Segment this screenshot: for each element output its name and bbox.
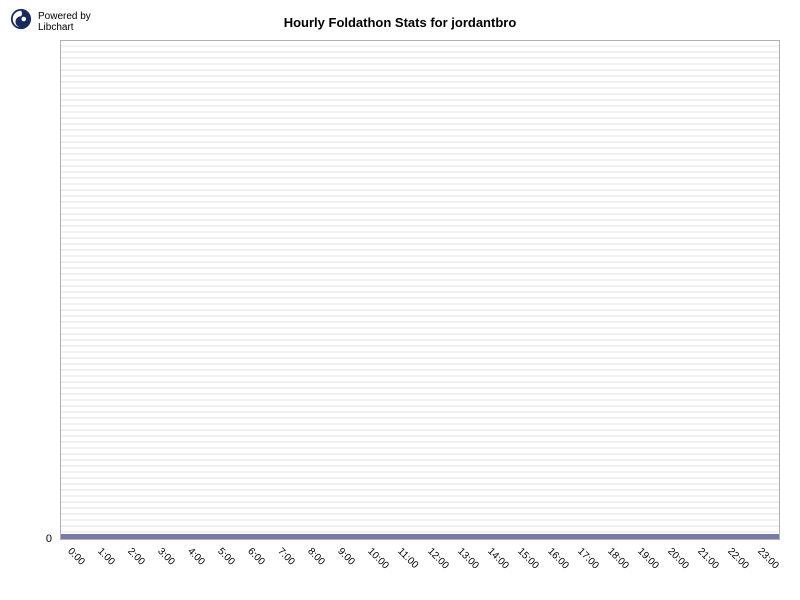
x-tick-label: 2:00 — [125, 546, 147, 568]
x-tick-label: 4:00 — [185, 546, 207, 568]
x-tick-label: 13:00 — [455, 546, 480, 571]
x-tick-label: 1:00 — [95, 546, 117, 568]
x-tick-label: 23:00 — [755, 546, 780, 571]
chart-container: Powered by Libchart Hourly Foldathon Sta… — [0, 0, 800, 600]
plot-svg — [60, 40, 780, 540]
x-tick-label: 14:00 — [485, 546, 510, 571]
x-tick-label: 19:00 — [635, 546, 660, 571]
x-tick-label: 16:00 — [545, 546, 570, 571]
x-tick-label: 9:00 — [335, 546, 357, 568]
x-tick-label: 15:00 — [515, 546, 540, 571]
x-tick-label: 20:00 — [665, 546, 690, 571]
x-tick-label: 18:00 — [605, 546, 630, 571]
x-tick-label: 5:00 — [215, 546, 237, 568]
x-tick-label: 6:00 — [245, 546, 267, 568]
x-tick-label: 12:00 — [425, 546, 450, 571]
x-tick-label: 3:00 — [155, 546, 177, 568]
x-tick-label: 21:00 — [695, 546, 720, 571]
plot-area — [60, 40, 780, 540]
x-tick-label: 17:00 — [575, 546, 600, 571]
x-tick-label: 7:00 — [275, 546, 297, 568]
x-tick-label: 0:00 — [65, 546, 87, 568]
x-tick-label: 22:00 — [725, 546, 750, 571]
y-tick-label: 0 — [12, 533, 52, 545]
x-tick-label: 10:00 — [365, 546, 390, 571]
x-tick-label: 11:00 — [395, 546, 420, 571]
chart-title: Hourly Foldathon Stats for jordantbro — [0, 15, 800, 30]
x-axis-labels: 0:00 1:00 2:00 3:00 4:00 5:00 6:00 7:00 8:00 9:00… — [60, 542, 780, 592]
x-tick-label: 8:00 — [305, 546, 327, 568]
